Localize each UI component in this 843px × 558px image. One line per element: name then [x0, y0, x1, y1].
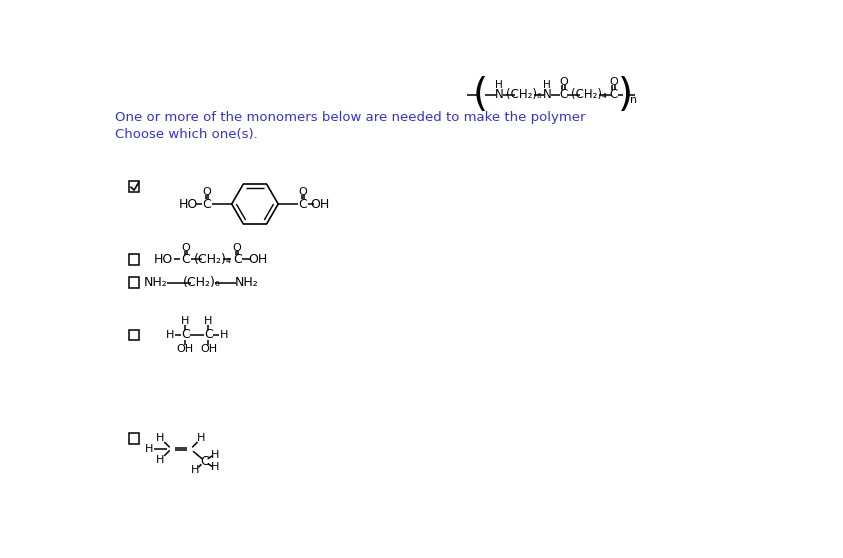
Text: (CH₂)₆: (CH₂)₆ — [184, 276, 221, 289]
Text: ): ) — [618, 76, 633, 114]
Text: O: O — [202, 187, 212, 197]
Text: OH: OH — [177, 344, 194, 354]
Text: H: H — [165, 330, 174, 340]
Text: C: C — [204, 329, 212, 341]
Text: (CH₂)₄: (CH₂)₄ — [193, 253, 231, 266]
Text: O: O — [181, 243, 191, 253]
Text: OH: OH — [249, 253, 268, 266]
Bar — [129, 434, 139, 444]
Text: C: C — [181, 329, 190, 341]
Text: H: H — [220, 330, 228, 340]
Text: C: C — [298, 198, 308, 210]
Text: n: n — [630, 95, 636, 105]
Text: H: H — [212, 463, 220, 473]
Text: O: O — [559, 78, 568, 88]
Text: H: H — [156, 455, 164, 465]
Text: OH: OH — [200, 344, 217, 354]
Bar — [129, 330, 139, 340]
Text: NH₂: NH₂ — [144, 276, 168, 289]
Text: Choose which one(s).: Choose which one(s). — [115, 128, 257, 141]
Text: OH: OH — [310, 198, 330, 210]
Text: H: H — [204, 316, 212, 326]
Text: C: C — [609, 88, 618, 101]
Bar — [129, 254, 139, 265]
Text: O: O — [298, 187, 308, 197]
Text: One or more of the monomers below are needed to make the polymer: One or more of the monomers below are ne… — [115, 110, 585, 123]
Text: (: ( — [472, 76, 487, 114]
Text: H: H — [212, 450, 220, 460]
Text: H: H — [181, 316, 190, 326]
Text: (CH₂)₆: (CH₂)₆ — [506, 88, 542, 101]
Text: C: C — [202, 198, 212, 210]
Text: H: H — [543, 80, 551, 90]
Text: N: N — [543, 88, 551, 101]
Text: H: H — [197, 433, 206, 443]
Text: HO: HO — [154, 253, 173, 266]
Text: C: C — [559, 88, 567, 101]
Text: C: C — [181, 253, 191, 266]
Text: C: C — [233, 253, 241, 266]
Text: HO: HO — [179, 198, 198, 210]
Bar — [129, 181, 139, 192]
Text: H: H — [191, 465, 200, 475]
Text: NH₂: NH₂ — [234, 276, 258, 289]
Text: H: H — [495, 80, 503, 90]
Text: (CH₂)₄: (CH₂)₄ — [571, 88, 607, 101]
Text: H: H — [145, 444, 153, 454]
Text: N: N — [495, 88, 503, 101]
Text: C: C — [200, 455, 209, 468]
Text: H: H — [156, 433, 164, 443]
Text: O: O — [609, 78, 618, 88]
Text: O: O — [233, 243, 241, 253]
Bar — [129, 277, 139, 288]
